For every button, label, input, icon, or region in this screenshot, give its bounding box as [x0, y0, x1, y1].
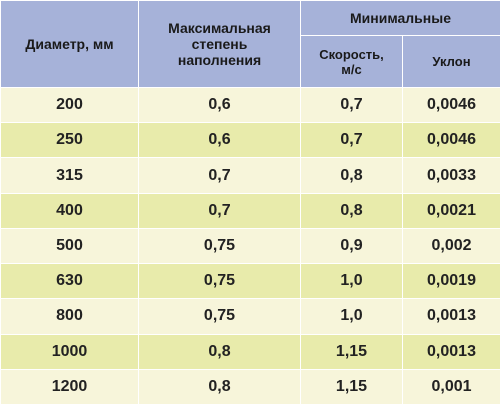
cell-max-fill: 0,75: [138, 227, 301, 265]
header-diameter: Диаметр, мм: [0, 0, 139, 88]
cell-speed: 1,0: [300, 263, 403, 300]
table-row: 800 0,75 1,0 0,0013: [0, 298, 500, 335]
cell-speed: 0,9: [300, 227, 403, 265]
cell-diameter: 800: [0, 298, 139, 335]
cell-max-fill: 0,8: [138, 333, 301, 370]
cell-speed: 0,8: [300, 192, 403, 229]
header-max-fill-line3: наполнения: [177, 52, 262, 68]
header-max-fill-line2: степень: [191, 36, 248, 52]
cell-slope: 0,0021: [402, 192, 500, 229]
cell-slope: 0,0019: [402, 263, 500, 300]
cell-max-fill: 0,75: [138, 263, 301, 300]
cell-slope: 0,0046: [402, 86, 500, 124]
cell-diameter: 1200: [0, 368, 139, 405]
cell-diameter: 400: [0, 192, 139, 229]
table-row: 1000 0,8 1,15 0,0013: [0, 333, 500, 370]
cell-slope: 0,0033: [402, 157, 500, 194]
table-row: 630 0,75 1,0 0,0019: [0, 263, 500, 300]
header-speed-line2: м/с: [341, 61, 362, 77]
cell-speed: 1,0: [300, 298, 403, 335]
cell-speed: 1,15: [300, 368, 403, 405]
table-header: Диаметр, мм Максимальная степень наполне…: [0, 0, 500, 88]
header-speed-line1: Скорость,: [319, 46, 384, 62]
header-diameter-label: Диаметр, мм: [25, 36, 114, 52]
table-row: 1200 0,8 1,15 0,001: [0, 368, 500, 405]
header-slope: Уклон: [402, 35, 500, 88]
cell-slope: 0,0013: [402, 298, 500, 335]
cell-max-fill: 0,6: [138, 86, 301, 124]
table-body: 200 0,6 0,7 0,0046 250 0,6 0,7 0,0046 31…: [0, 86, 500, 405]
header-max-fill: Максимальная степень наполнения: [138, 0, 301, 88]
cell-diameter: 315: [0, 157, 139, 194]
cell-slope: 0,0046: [402, 122, 500, 159]
table-row: 400 0,7 0,8 0,0021: [0, 192, 500, 229]
header-minimal: Минимальные: [300, 0, 500, 36]
cell-speed: 0,7: [300, 86, 403, 124]
cell-speed: 1,15: [300, 333, 403, 370]
header-slope-label: Уклон: [432, 54, 471, 69]
table-row: 500 0,75 0,9 0,002: [0, 227, 500, 265]
cell-max-fill: 0,7: [138, 157, 301, 194]
header-minimal-label: Минимальные: [350, 10, 451, 26]
cell-max-fill: 0,7: [138, 192, 301, 229]
cell-max-fill: 0,75: [138, 298, 301, 335]
cell-slope: 0,001: [402, 368, 500, 405]
header-speed: Скорость, м/с: [300, 35, 403, 88]
cell-max-fill: 0,8: [138, 368, 301, 405]
cell-diameter: 200: [0, 86, 139, 124]
cell-slope: 0,002: [402, 227, 500, 265]
table-row: 250 0,6 0,7 0,0046: [0, 122, 500, 159]
cell-diameter: 500: [0, 227, 139, 265]
cell-speed: 0,7: [300, 122, 403, 159]
table-row: 200 0,6 0,7 0,0046: [0, 86, 500, 124]
cell-slope: 0,0013: [402, 333, 500, 370]
cell-speed: 0,8: [300, 157, 403, 194]
cell-diameter: 250: [0, 122, 139, 159]
cell-max-fill: 0,6: [138, 122, 301, 159]
cell-diameter: 630: [0, 263, 139, 300]
table-row: 315 0,7 0,8 0,0033: [0, 157, 500, 194]
header-max-fill-line1: Максимальная: [168, 20, 271, 36]
cell-diameter: 1000: [0, 333, 139, 370]
